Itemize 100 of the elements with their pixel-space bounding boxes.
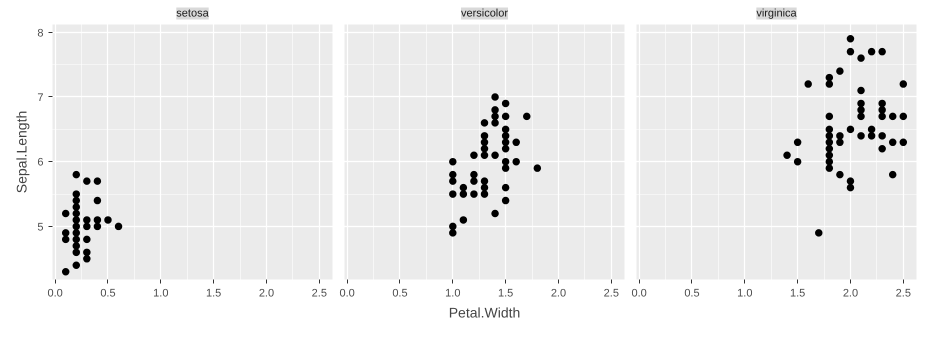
point <box>846 34 854 42</box>
point <box>878 100 886 108</box>
point <box>846 48 854 56</box>
point <box>72 236 80 244</box>
point <box>878 106 886 114</box>
x-tick-label: 0.5 <box>684 288 700 300</box>
point <box>826 126 834 134</box>
point <box>449 177 457 185</box>
point <box>826 151 834 159</box>
point <box>62 210 70 218</box>
point <box>900 112 908 120</box>
point <box>449 222 457 230</box>
point <box>900 138 908 146</box>
point <box>491 112 499 120</box>
x-tick-label: 1.5 <box>206 288 222 300</box>
point <box>836 170 844 178</box>
point <box>62 268 70 276</box>
point <box>826 112 834 120</box>
point <box>83 222 91 230</box>
point <box>502 138 510 146</box>
point <box>480 190 488 198</box>
point <box>72 222 80 230</box>
x-tick-label: 2.5 <box>896 288 911 300</box>
point <box>900 80 908 88</box>
point <box>826 80 834 88</box>
point <box>836 67 844 75</box>
point <box>878 48 886 56</box>
point <box>449 170 457 178</box>
point <box>480 138 488 146</box>
point <box>502 158 510 166</box>
x-tick-label: 2.0 <box>550 288 566 300</box>
chart-title: virginica <box>756 8 798 20</box>
point <box>534 164 542 172</box>
point <box>826 164 834 172</box>
x-tick-label: 0.5 <box>100 288 116 300</box>
chart-title: versicolor <box>460 8 508 20</box>
y-tick-label: 7 <box>37 92 44 104</box>
point <box>888 112 896 120</box>
point <box>83 216 91 224</box>
point <box>449 229 457 237</box>
point <box>480 145 488 153</box>
x-tick-label: 0.0 <box>339 288 355 300</box>
point <box>83 255 91 263</box>
point <box>826 132 834 140</box>
point <box>868 126 876 134</box>
point <box>502 184 510 192</box>
point <box>72 248 80 256</box>
point <box>72 210 80 218</box>
chart-title: setosa <box>176 8 210 20</box>
point <box>62 229 70 237</box>
point <box>857 54 865 62</box>
point <box>878 112 886 120</box>
point <box>491 210 499 218</box>
point <box>480 184 488 192</box>
point <box>491 151 499 159</box>
y-tick-label: 8 <box>37 27 44 40</box>
point <box>72 262 80 270</box>
point <box>94 222 102 230</box>
point <box>502 164 510 172</box>
point <box>94 196 102 204</box>
point <box>72 216 80 224</box>
point <box>491 119 499 127</box>
point <box>502 145 510 153</box>
x-tick-label: 1.5 <box>790 288 806 300</box>
x-tick-label: 2.5 <box>312 288 327 300</box>
point <box>83 236 91 244</box>
x-tick-label: 1.0 <box>445 288 460 300</box>
point <box>836 138 844 146</box>
point <box>72 229 80 237</box>
x-tick-label: 0.0 <box>47 288 63 300</box>
point <box>502 112 510 120</box>
point <box>480 132 488 140</box>
point <box>470 177 478 185</box>
point <box>72 203 80 211</box>
point <box>470 151 478 159</box>
x-axis-title: Petal.Width <box>448 304 520 320</box>
point <box>836 132 844 140</box>
point <box>512 158 520 166</box>
point <box>460 184 468 192</box>
y-axis-title: Sepal.Length <box>13 110 30 194</box>
point <box>72 196 80 204</box>
y-tick-label: 6 <box>37 156 44 169</box>
point <box>460 190 468 198</box>
x-tick-label: 1.0 <box>737 288 752 300</box>
point <box>868 48 876 56</box>
point <box>857 100 865 108</box>
point <box>491 106 499 114</box>
x-tick-label: 0.5 <box>392 288 408 300</box>
point <box>794 158 802 166</box>
point <box>502 100 510 108</box>
point <box>857 86 865 94</box>
point <box>480 177 488 185</box>
point <box>826 74 834 82</box>
point <box>878 145 886 153</box>
x-tick-label: 2.0 <box>842 288 858 300</box>
point <box>502 132 510 140</box>
point <box>857 106 865 114</box>
point <box>449 158 457 166</box>
point <box>888 138 896 146</box>
point <box>826 145 834 153</box>
